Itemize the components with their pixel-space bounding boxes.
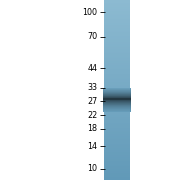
Text: 10: 10 bbox=[87, 165, 97, 174]
Text: 18: 18 bbox=[87, 125, 97, 134]
Text: 22: 22 bbox=[87, 111, 97, 120]
Text: 14: 14 bbox=[87, 142, 97, 151]
Text: 33: 33 bbox=[87, 83, 97, 92]
Text: 27: 27 bbox=[87, 97, 97, 106]
Text: 70: 70 bbox=[87, 32, 97, 41]
Text: 44: 44 bbox=[87, 64, 97, 73]
Text: 100: 100 bbox=[82, 8, 97, 17]
